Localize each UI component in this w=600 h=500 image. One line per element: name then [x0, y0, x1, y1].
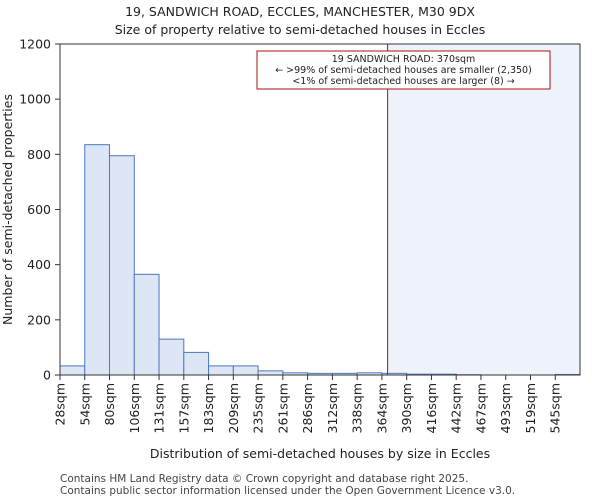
x-tick-label-416sqm: 416sqm — [424, 383, 439, 433]
x-tick-label-131sqm: 131sqm — [152, 383, 167, 433]
y-axis-label: Number of semi-detached properties — [0, 94, 15, 325]
bar-131sqm — [158, 338, 185, 376]
x-tick-label-106sqm: 106sqm — [127, 383, 142, 433]
highlight-region — [387, 44, 580, 375]
bar-28sqm — [59, 365, 86, 376]
x-tick-label-493sqm: 493sqm — [498, 383, 513, 433]
y-tick-label-200: 200 — [27, 312, 51, 327]
annotation-line-2: ← >99% of semi-detached houses are small… — [275, 65, 532, 76]
x-tick-label-235sqm: 235sqm — [251, 383, 266, 433]
x-tick-label-338sqm: 338sqm — [350, 383, 365, 433]
bar-209sqm — [232, 365, 259, 376]
x-tick-label-261sqm: 261sqm — [275, 383, 290, 433]
chart-subtitle: Size of property relative to semi-detach… — [114, 22, 486, 37]
bar-106sqm — [133, 273, 160, 376]
y-tick-label-800: 800 — [27, 147, 51, 162]
bar-157sqm — [183, 351, 210, 376]
x-tick-label-157sqm: 157sqm — [176, 383, 191, 433]
y-tick-label-1200: 1200 — [19, 37, 51, 52]
bar-183sqm — [208, 365, 234, 376]
annotation-box: 19 SANDWICH ROAD: 370sqm ← >99% of semi-… — [256, 50, 551, 90]
y-tick-label-400: 400 — [27, 257, 51, 272]
x-tick-label-286sqm: 286sqm — [300, 383, 315, 433]
x-axis: 28sqm 54sqm 80sqm 106sqm 131sqm 157sqm 183sqm 2… — [53, 375, 563, 433]
bar-80sqm — [109, 155, 135, 376]
x-tick-label-28sqm: 28sqm — [53, 383, 68, 426]
y-axis: 0 200 400 600 800 1000 1200 — [19, 37, 60, 383]
x-tick-label-312sqm: 312sqm — [325, 383, 340, 433]
x-tick-label-54sqm: 54sqm — [77, 383, 92, 426]
x-axis-label: Distribution of semi-detached houses by … — [150, 446, 490, 461]
annotation-border — [256, 50, 551, 90]
y-tick-label-0: 0 — [43, 368, 51, 383]
x-tick-label-442sqm: 442sqm — [449, 383, 464, 433]
x-tick-label-519sqm: 519sqm — [523, 383, 538, 433]
x-tick-label-390sqm: 390sqm — [399, 383, 414, 433]
annotation-line-3: <1% of semi-detached houses are larger (… — [292, 76, 514, 87]
x-tick-label-209sqm: 209sqm — [226, 383, 241, 433]
chart-title: 19, SANDWICH ROAD, ECCLES, MANCHESTER, M… — [125, 4, 475, 19]
x-tick-label-545sqm: 545sqm — [548, 383, 563, 433]
plot-frame — [59, 43, 581, 376]
bar-235sqm — [257, 370, 284, 376]
y-tick-label-1000: 1000 — [19, 92, 51, 107]
x-tick-label-183sqm: 183sqm — [201, 383, 216, 433]
x-tick-label-364sqm: 364sqm — [374, 383, 389, 433]
bar-54sqm — [84, 144, 111, 376]
histogram-chart: 0 200 400 600 800 1000 1200 28sqm 54sqm 80sqm 106… — [0, 37, 581, 461]
y-tick-label-600: 600 — [27, 202, 51, 217]
footer-licence: Contains public sector information licen… — [60, 485, 516, 497]
x-tick-label-467sqm: 467sqm — [473, 383, 488, 433]
bars-group — [59, 144, 581, 376]
x-tick-label-80sqm: 80sqm — [102, 383, 117, 426]
annotation-line-1: 19 SANDWICH ROAD: 370sqm — [332, 54, 476, 65]
footer-copyright: Contains HM Land Registry data © Crown c… — [60, 473, 469, 485]
